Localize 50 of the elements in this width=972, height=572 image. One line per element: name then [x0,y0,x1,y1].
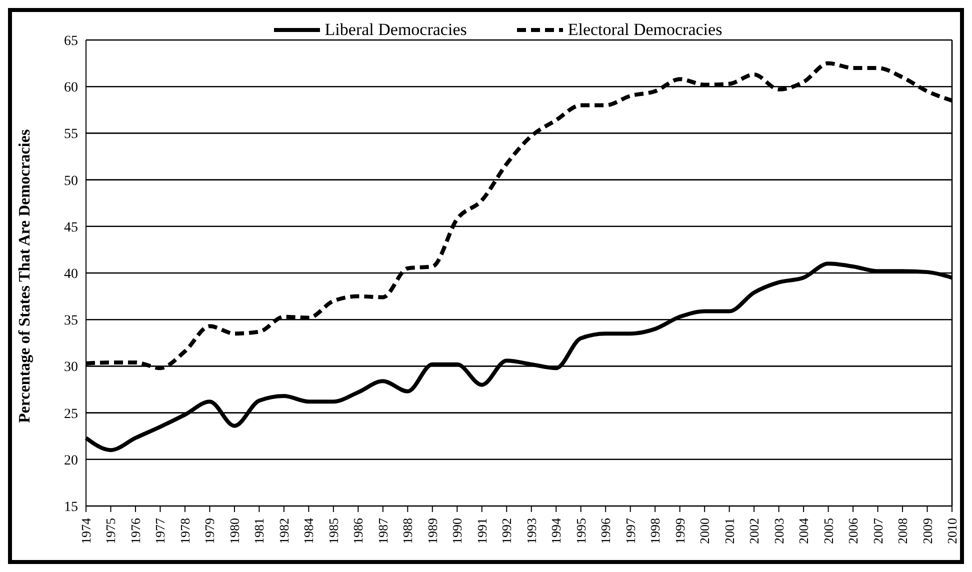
y-tick-label: 20 [64,453,78,468]
x-tick-label: 2003 [771,518,786,544]
y-tick-label: 40 [64,266,78,282]
x-tick-label: 1989 [424,518,440,544]
x-tick-label: 1993 [524,518,539,544]
x-tick-label: 2000 [697,518,712,544]
x-tick-label: 2006 [846,518,861,544]
x-tick-label: 1985 [326,518,341,544]
x-tick-label: 1984 [301,518,316,544]
x-tick-label: 1980 [226,518,242,544]
x-tick-label: 1977 [152,518,168,544]
x-tick-label: 2002 [746,518,762,544]
x-tick-label: 1976 [128,518,143,544]
y-tick-label: 35 [64,314,78,329]
x-tick-label: 1978 [177,518,192,544]
x-tick-label: 2001 [722,518,737,544]
y-tick-label: 30 [64,360,78,376]
x-tick-label: 1986 [350,518,366,544]
x-tick-label: 1974 [78,518,94,544]
y-tick-label: 45 [64,220,78,236]
legend-label: Liberal Democracies [324,20,467,40]
y-axis-title: Percentage of States That Are Democracies [16,129,34,423]
x-tick-label: 2007 [870,518,886,544]
y-tick-label: 15 [64,500,78,515]
x-tick-label: 1997 [622,518,638,544]
x-tick-label: 1999 [672,518,688,544]
y-tick-label: 50 [64,174,78,189]
x-tick-label: 1987 [375,518,390,544]
x-tick-label: 1994 [548,518,564,544]
x-tick-label: 1982 [276,518,292,544]
y-tick-label: 25 [64,406,78,422]
x-tick-label: 1981 [252,518,267,544]
x-tick-label: 2004 [796,518,812,544]
x-tick-label: 2010 [944,518,960,544]
x-tick-label: 1996 [598,518,614,544]
x-tick-label: 2009 [920,518,935,544]
x-tick-label: 1988 [400,518,416,544]
x-tick-label: 1995 [573,518,588,544]
x-tick-label: 1990 [450,518,465,544]
x-tick-label: 1975 [103,518,118,544]
x-tick-label: 1979 [202,518,218,544]
x-tick-label: 1991 [474,518,490,544]
x-tick-label: 1998 [648,518,663,544]
x-tick-label: 1992 [499,518,514,544]
x-tick-label: 2005 [820,518,836,544]
y-tick-label: 65 [64,34,78,49]
x-tick-label: 2008 [895,518,910,544]
legend-label: Electoral Democracies [568,20,722,40]
y-tick-label: 55 [64,127,78,142]
y-tick-label: 60 [64,80,78,96]
